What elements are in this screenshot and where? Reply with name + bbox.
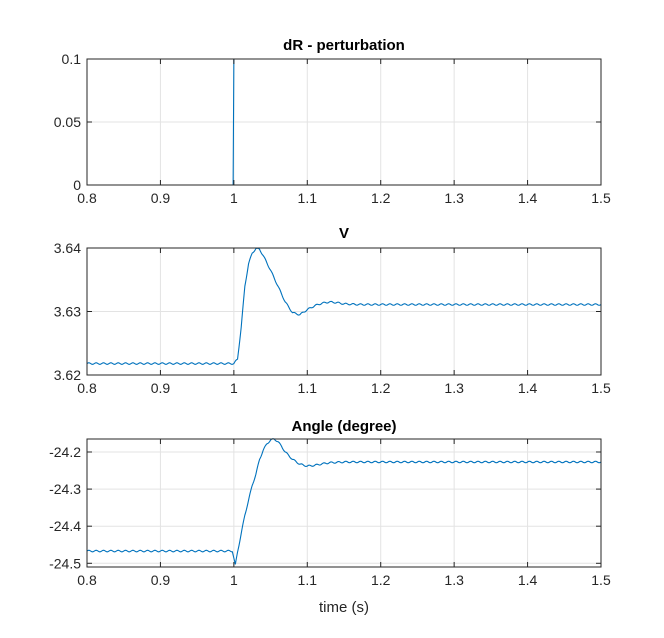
x-tick-label: 1.1 xyxy=(298,190,318,206)
y-tick-label: 0.1 xyxy=(62,51,82,67)
x-tick-label: 0.8 xyxy=(77,190,97,206)
x-tick-label: 1.5 xyxy=(591,380,611,396)
x-tick-label: 1.2 xyxy=(371,572,391,588)
x-tick-label: 1.4 xyxy=(518,572,538,588)
panel-v: V 0.8 0.9 1 1.1 1.2 1.3 1.4 1.5 3.62 3.63 3.64 xyxy=(54,225,611,396)
y-tick-label: 3.63 xyxy=(54,304,81,320)
x-tick-label: 1.1 xyxy=(298,380,318,396)
panel-3-title: Angle (degree) xyxy=(291,418,396,435)
x-axis-label: time (s) xyxy=(319,599,369,616)
x-tick-label: 1 xyxy=(230,380,238,396)
x-tick-label: 1.3 xyxy=(444,572,464,588)
x-tick-label: 1.4 xyxy=(518,190,538,206)
series-line xyxy=(86,438,602,565)
x-tick-label: 1.2 xyxy=(371,190,391,206)
axes-box xyxy=(86,438,602,568)
x-tick-label: 0.9 xyxy=(151,572,171,588)
x-tick-label: 1.2 xyxy=(371,380,391,396)
x-tick-label: 1.3 xyxy=(444,190,464,206)
y-tick-label: -24.2 xyxy=(49,444,81,460)
panel-dr-perturbation: dR - perturbation 0.8 0.9 1 1.1 1.2 1.3 1.4 1.5… xyxy=(54,37,611,206)
y-tick-label: -24.4 xyxy=(49,518,81,534)
x-tick-label: 1 xyxy=(230,572,238,588)
y-tick-label: 0.05 xyxy=(54,114,81,130)
x-tick-label: 1.5 xyxy=(591,572,611,588)
x-tick-label: 1.3 xyxy=(444,380,464,396)
panel-1-title: dR - perturbation xyxy=(283,37,405,54)
x-tick-label: 0.9 xyxy=(151,380,171,396)
y-tick-label: 3.64 xyxy=(54,240,81,256)
panel-2-title: V xyxy=(339,225,349,242)
y-tick-label: 0 xyxy=(73,177,81,193)
x-tick-label: 1 xyxy=(230,190,238,206)
y-tick-label: -24.3 xyxy=(49,481,81,497)
series-line xyxy=(86,247,602,365)
y-tick-label: 3.62 xyxy=(54,367,81,383)
panel-angle: Angle (degree) 0.8 0.9 1 1.1 1.2 1.3 1.4 1.5 -24… xyxy=(49,418,611,616)
y-tick-label: -24.5 xyxy=(49,555,81,571)
x-tick-label: 1.1 xyxy=(298,572,318,588)
x-tick-label: 1.5 xyxy=(591,190,611,206)
x-tick-label: 0.8 xyxy=(77,572,97,588)
x-tick-label: 0.8 xyxy=(77,380,97,396)
x-tick-label: 0.9 xyxy=(151,190,171,206)
x-tick-label: 1.4 xyxy=(518,380,538,396)
